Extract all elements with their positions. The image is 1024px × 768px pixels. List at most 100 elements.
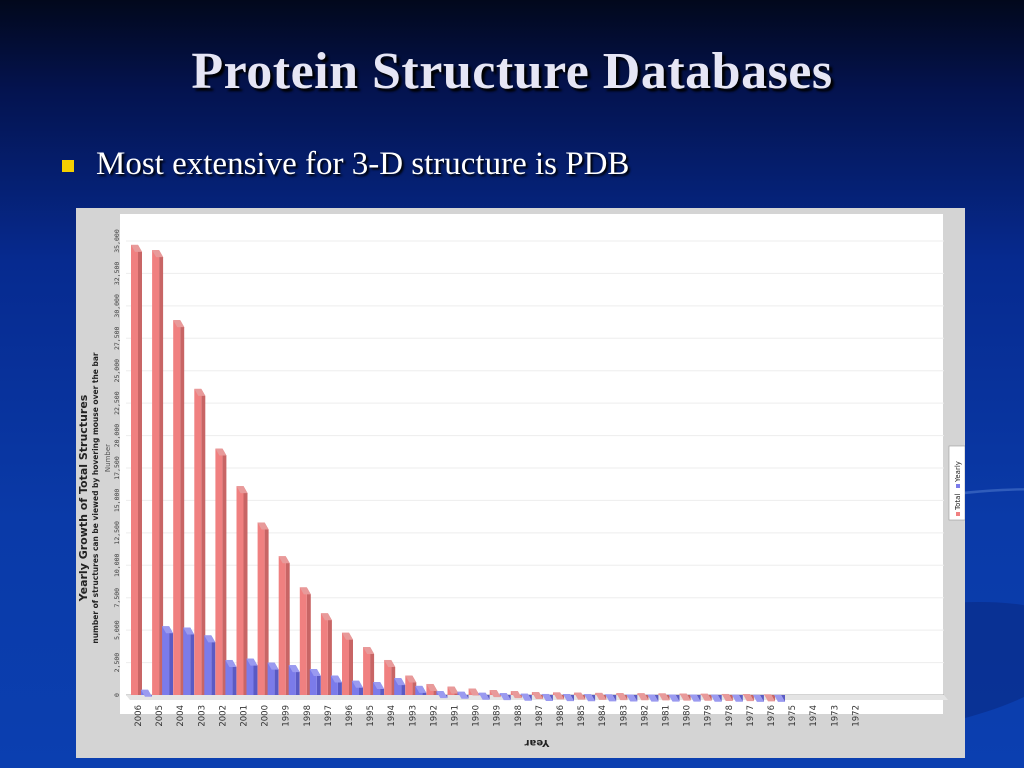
bar-top-yearly: [267, 662, 279, 670]
bar-side-yearly: [717, 694, 722, 702]
bar-total-1994[interactable]: [384, 659, 392, 695]
bar-yearly-1997[interactable]: [330, 675, 338, 695]
bar-yearly-1998[interactable]: [309, 669, 317, 695]
bar-side-yearly: [232, 659, 237, 695]
x-tick-label: 1979: [704, 705, 714, 727]
bar-top-total: [405, 675, 417, 683]
x-tick-label: 1983: [619, 705, 629, 727]
bar-total-1993[interactable]: [405, 675, 413, 695]
bar-top-total: [215, 448, 227, 456]
bar-side-yearly: [675, 694, 680, 702]
bar-top-total: [764, 694, 775, 702]
bar-total-1999[interactable]: [278, 556, 286, 695]
bar-top-yearly: [309, 669, 321, 677]
legend-label-yearly: Yearly: [954, 461, 962, 483]
x-tick-label: 1972: [851, 705, 861, 727]
y-tick-label: 32,500: [113, 262, 121, 286]
y-tick-label: 22,500: [113, 391, 121, 415]
bar-yearly-2003[interactable]: [204, 635, 212, 695]
bar-side-yearly: [506, 693, 511, 701]
bar-total-1998[interactable]: [299, 587, 307, 695]
bar-total-2001[interactable]: [236, 486, 244, 695]
chart-frame: 0 2,500 5,000 7,500 10,000 12,500 15,000 17,500…: [76, 208, 965, 758]
bar-side-yearly: [527, 693, 532, 701]
legend: Total Yearly: [948, 445, 965, 521]
bar-top-total: [173, 320, 185, 328]
x-tick-label: 1996: [345, 705, 355, 727]
bar-yearly-2005[interactable]: [162, 626, 170, 695]
x-tick-label: 1986: [556, 705, 566, 727]
bar-total-2004[interactable]: [173, 320, 181, 695]
bar-total-1996[interactable]: [342, 632, 349, 695]
y-tick-label: 27,500: [113, 326, 121, 350]
bar-side-yearly: [211, 635, 216, 695]
bar-side-total: [538, 692, 543, 700]
chart-subtitle: number of structures can be viewed by ho…: [91, 352, 100, 644]
bar-top-total: [299, 587, 311, 595]
bar-top-yearly: [541, 693, 553, 701]
y-tick-label: 12,500: [113, 521, 121, 545]
x-tick-label: 2001: [240, 705, 250, 727]
bar-top-total: [679, 693, 691, 701]
x-tick-label: 1993: [408, 705, 418, 727]
bar-top-total: [131, 244, 142, 252]
x-tick-label: 1990: [472, 705, 482, 727]
legend-label-total: Total: [954, 494, 962, 511]
bar-yearly-1996[interactable]: [352, 680, 359, 695]
bar-yearly-2004[interactable]: [183, 627, 191, 695]
bar-top-yearly: [668, 694, 680, 702]
bar-side-total: [222, 448, 227, 695]
bar-side-total: [306, 587, 311, 695]
bar-total-2005[interactable]: [152, 250, 160, 695]
x-tick-label: 1991: [451, 705, 461, 727]
x-tick-label: 2004: [176, 705, 186, 727]
x-tick-label: 2006: [134, 705, 144, 727]
y-tick-label: 7,500: [113, 588, 121, 608]
x-axis-label: Year: [525, 737, 551, 748]
bar-total-2002[interactable]: [215, 448, 223, 695]
bar-side-total: [285, 556, 290, 695]
bar-yearly-2001[interactable]: [246, 658, 254, 695]
bar-total-2006[interactable]: [131, 244, 138, 696]
x-tick-label: 1987: [535, 705, 545, 727]
bar-top-yearly: [183, 627, 195, 635]
bar-side-total: [159, 250, 164, 695]
x-tick-label: 2000: [261, 705, 271, 727]
bullet-text: Most extensive for 3-D structure is PDB: [96, 146, 630, 182]
bar-top-total: [595, 692, 607, 700]
bar-side-yearly: [274, 662, 279, 695]
bar-total-1995[interactable]: [363, 647, 371, 695]
bar-side-yearly: [253, 658, 258, 695]
bar-chart: 0 2,500 5,000 7,500 10,000 12,500 15,000 17,500…: [77, 214, 965, 748]
x-tick-label: 1992: [429, 705, 439, 727]
bar-top-total: [278, 556, 290, 564]
bar-top-yearly: [752, 694, 764, 702]
bar-top-total: [721, 693, 733, 701]
bar-side-total: [327, 613, 332, 695]
bar-side-total: [138, 244, 142, 696]
bar-yearly-1994[interactable]: [394, 678, 402, 695]
bar-yearly-2000[interactable]: [267, 662, 275, 695]
x-tick-label: 1999: [282, 705, 292, 727]
bar-top-total: [510, 691, 522, 699]
bar-top-yearly: [563, 694, 574, 702]
legend-swatch-total: [956, 512, 960, 516]
bar-side-yearly: [570, 694, 574, 702]
bullet-item: Most extensive for 3-D structure is PDB: [62, 146, 629, 183]
bar-yearly-2002[interactable]: [225, 659, 233, 695]
bar-side-total: [264, 522, 269, 695]
x-tick-label: 2002: [218, 705, 228, 727]
x-tick-label: 1989: [493, 705, 503, 727]
bar-total-2000[interactable]: [257, 522, 265, 695]
bar-total-1997[interactable]: [320, 613, 328, 695]
x-tick-label: 1981: [662, 705, 672, 727]
x-tick-label: 1988: [514, 705, 524, 727]
bar-top-yearly: [225, 659, 237, 667]
y-tick-label: 20,000: [113, 424, 121, 448]
bar-top-yearly: [373, 682, 385, 690]
bar-side-total: [686, 693, 691, 701]
bar-top-yearly: [774, 694, 785, 702]
bar-yearly-1995[interactable]: [373, 682, 381, 695]
bar-yearly-1999[interactable]: [288, 665, 296, 695]
bar-total-2003[interactable]: [194, 388, 202, 695]
